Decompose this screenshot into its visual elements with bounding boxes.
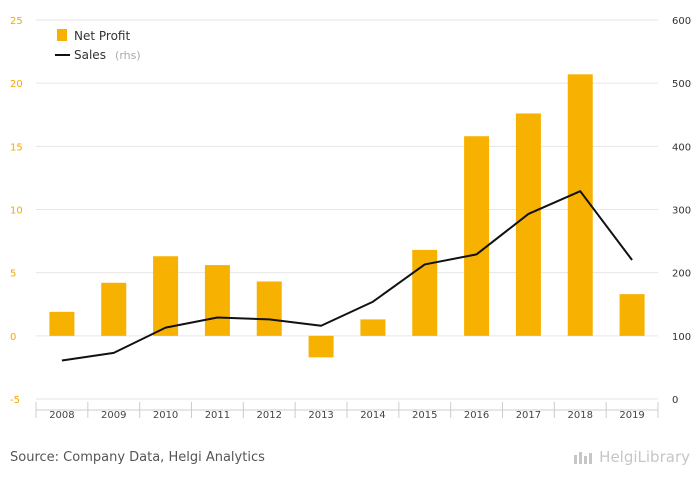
left-axis-ticks: 25 20 15 10 5 0 -5 <box>10 16 23 406</box>
bar-net-profit <box>619 294 645 336</box>
x-tick-label: 2017 <box>516 410 541 421</box>
bar-net-profit <box>204 265 230 336</box>
x-tick-label: 2016 <box>464 410 489 421</box>
x-tick-label: 2019 <box>619 410 644 421</box>
source-note: Source: Company Data, Helgi Analytics <box>10 450 265 465</box>
left-tick-label: -5 <box>10 395 20 406</box>
right-tick-label: 200 <box>672 269 691 280</box>
bar-net-profit <box>101 282 127 336</box>
bar-net-profit <box>515 113 541 336</box>
legend: Net Profit Sales (rhs) <box>55 29 141 63</box>
left-tick-label: 20 <box>10 79 23 90</box>
right-tick-label: 600 <box>672 16 691 27</box>
brand-name: HelgiLibrary <box>599 448 690 466</box>
bar-net-profit <box>153 256 179 336</box>
right-axis-ticks: 600 500 400 300 200 100 0 <box>672 16 691 406</box>
right-tick-label: 100 <box>672 332 691 343</box>
legend-swatch-net-profit <box>57 29 67 41</box>
x-tick-label: 2009 <box>101 410 126 421</box>
brand-logo: HelgiLibrary <box>573 448 690 466</box>
x-tick-label: 2013 <box>308 410 333 421</box>
left-tick-label: 0 <box>10 332 16 343</box>
right-tick-label: 0 <box>672 395 678 406</box>
x-tick-label: 2008 <box>49 410 74 421</box>
left-tick-label: 25 <box>10 16 23 27</box>
bar-net-profit <box>464 136 490 336</box>
sales-line <box>61 190 633 362</box>
x-tick-label: 2018 <box>568 410 593 421</box>
x-axis: 2008 2009 2010 2011 2012 2013 2014 2015 2016 2017… <box>35 402 659 421</box>
right-tick-label: 300 <box>672 206 691 217</box>
x-tick-label: 2010 <box>153 410 178 421</box>
gridlines <box>36 19 658 400</box>
sales-line-layer <box>61 190 633 362</box>
x-tick-label: 2011 <box>205 410 230 421</box>
library-icon <box>574 452 593 464</box>
right-tick-label: 500 <box>672 79 691 90</box>
x-tick-label: 2015 <box>412 410 437 421</box>
x-tick-label: 2012 <box>257 410 282 421</box>
left-tick-label: 5 <box>10 269 16 280</box>
bar-net-profit <box>567 74 593 336</box>
bar-net-profit <box>360 319 386 336</box>
bar-net-profit <box>256 281 282 336</box>
x-tick-label: 2014 <box>360 410 385 421</box>
left-tick-label: 15 <box>10 142 23 153</box>
right-tick-label: 400 <box>672 142 691 153</box>
bar-net-profit <box>308 335 334 358</box>
left-tick-label: 10 <box>10 206 23 217</box>
bar-net-profit <box>49 311 75 336</box>
legend-label-net-profit: Net Profit <box>74 29 130 43</box>
legend-label-sales: Sales (rhs) <box>74 44 141 63</box>
bars <box>49 74 645 358</box>
